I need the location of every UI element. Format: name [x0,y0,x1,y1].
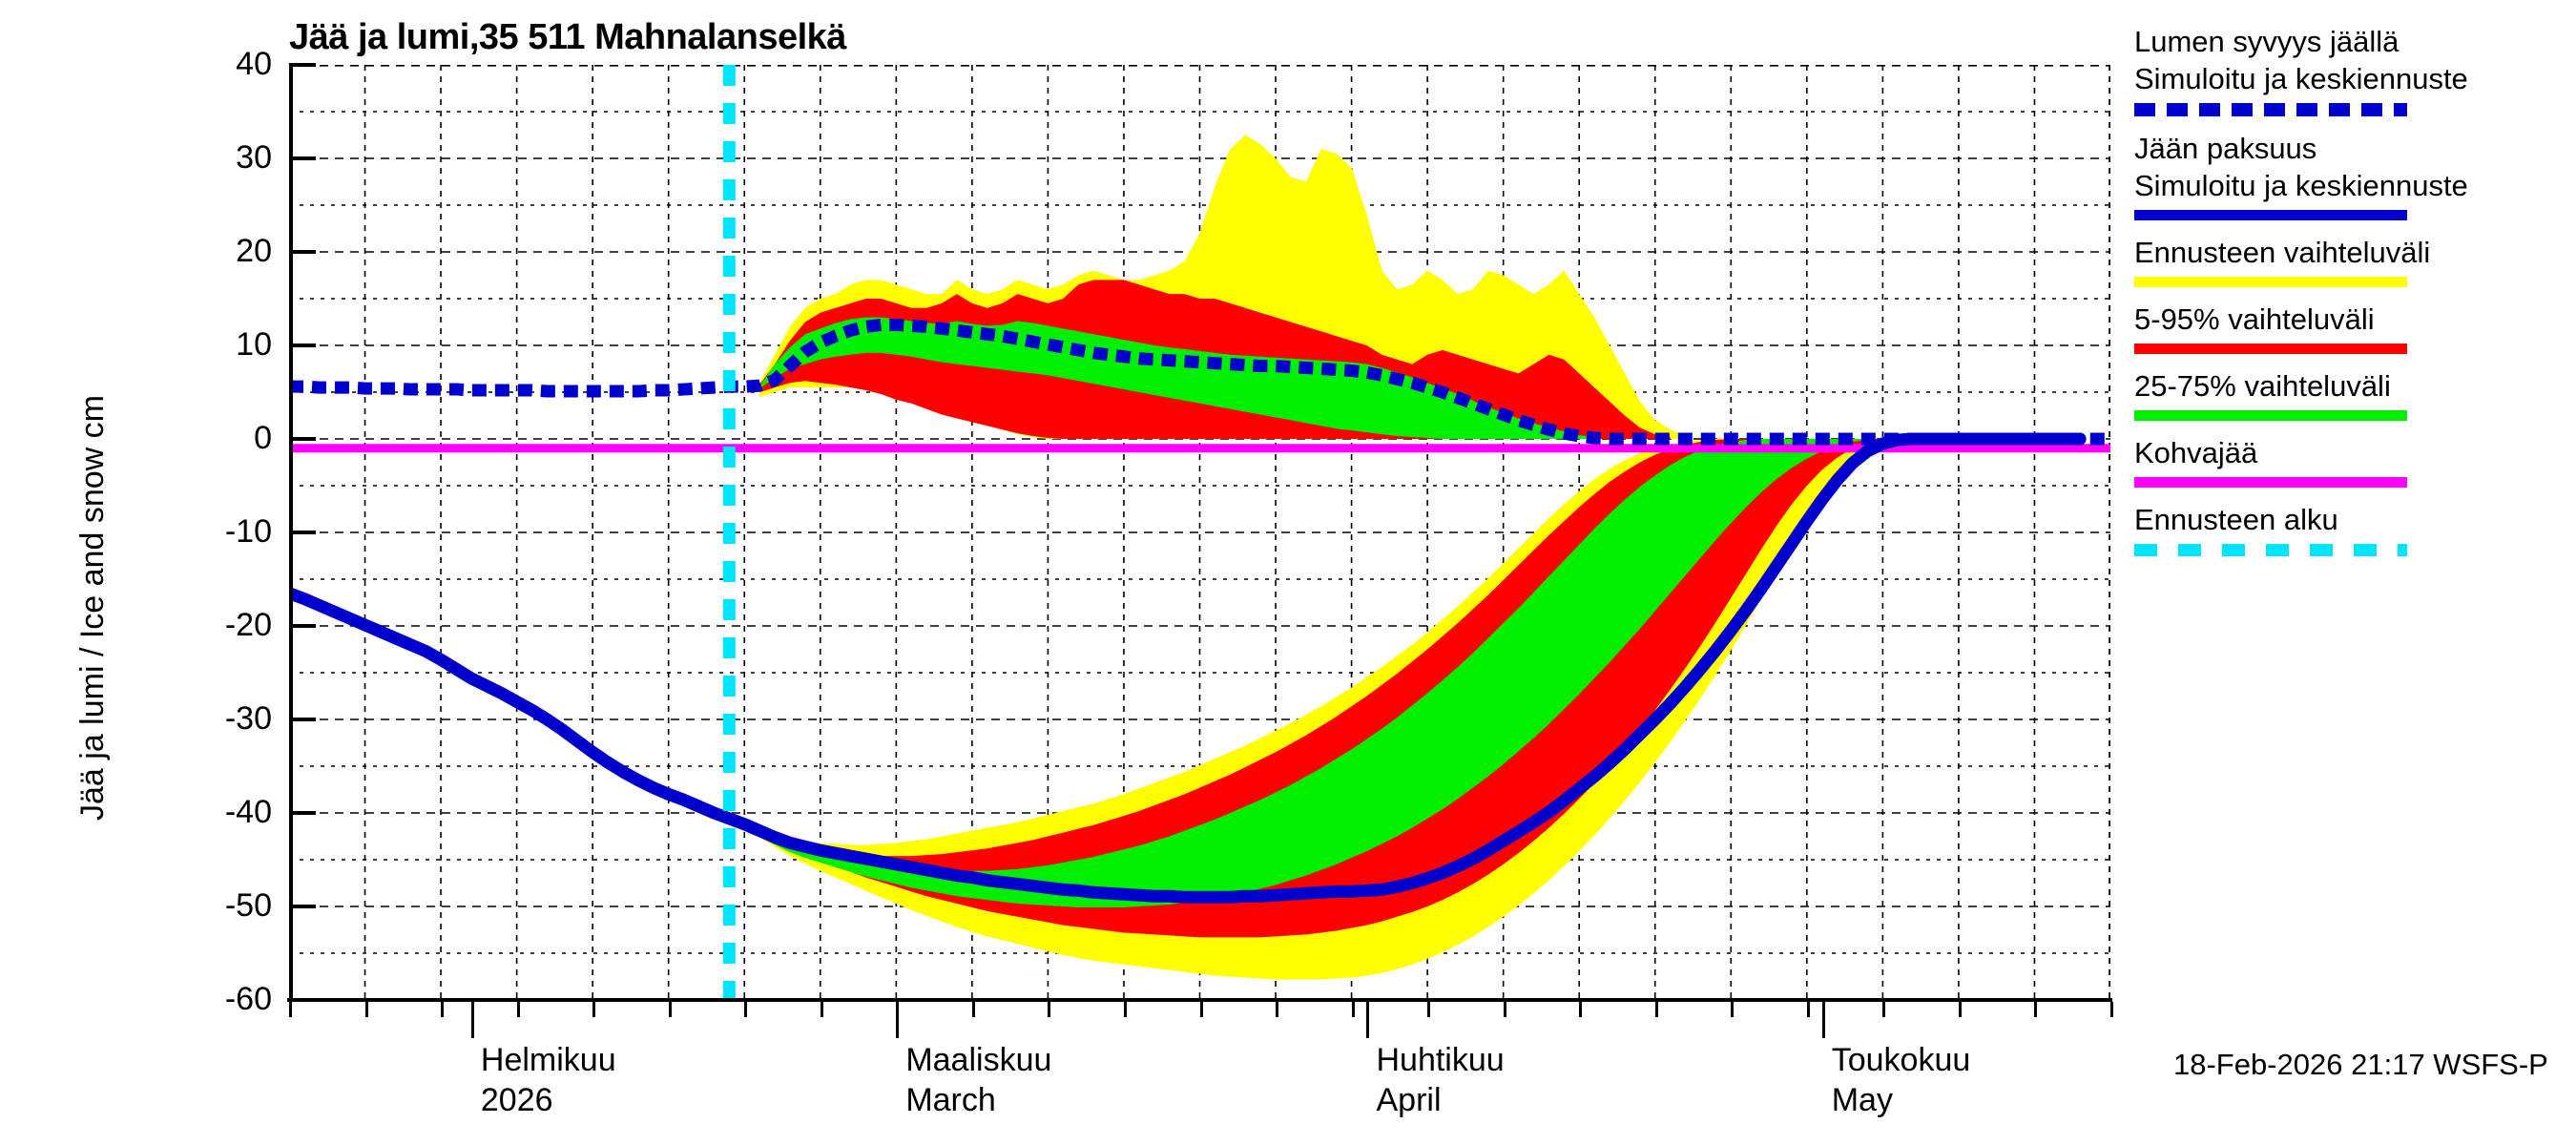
x-tick-minor [2034,1002,2038,1017]
legend-label-primary: 25-75% vaihteluväli [2134,369,2391,403]
y-tick-label: 20 [236,233,272,269]
y-tick-mark [289,250,316,254]
x-axis-line [287,998,2112,1002]
x-tick-minor [516,1002,520,1017]
y-tick-mark [289,437,316,441]
x-tick-major [1821,1002,1825,1038]
x-tick-minor [441,1002,445,1017]
x-tick-minor [1199,1002,1203,1017]
x-tick-minor [1276,1002,1279,1017]
y-tick-label: -40 [224,794,272,830]
legend-label-secondary: Simuloitu ja keskiennuste [2134,169,2468,202]
x-tick-minor [2110,1002,2113,1017]
x-tick-minor [1731,1002,1735,1017]
y-tick-mark [289,156,316,160]
x-tick-minor [1958,1002,1962,1017]
x-tick-minor [1882,1002,1886,1017]
y-axis-title: Jää ja lumi / Ice and snow cm [74,395,111,821]
x-tick-minor [820,1002,823,1017]
legend-item[interactable]: Lumen syvyys jäällä Simuloitu ja keskienn… [2134,23,2573,116]
x-tick-minor [364,1002,368,1017]
x-label-fi: Huhtikuu [1376,1042,1505,1078]
legend-label-primary: Kohvajää [2134,436,2258,469]
y-tick-label: 30 [236,139,272,176]
x-label-fi: Toukokuu [1831,1042,1971,1078]
legend-item[interactable]: Kohvajää [2134,434,2573,488]
legend-swatch [2134,210,2407,220]
y-tick-mark [289,344,316,347]
x-tick-minor [1427,1002,1431,1017]
x-label-en: May [1831,1082,1893,1118]
legend-item[interactable]: Jään paksuus Simuloitu ja keskiennuste [2134,130,2573,220]
x-tick-minor [1351,1002,1355,1017]
x-tick-minor [1123,1002,1127,1017]
x-axis-month-label: Helmikuu 2026 [481,1040,616,1120]
chart-canvas [289,65,2110,1000]
y-tick-mark [289,531,316,534]
x-tick-minor [668,1002,672,1017]
chart-legend: Lumen syvyys jäällä Simuloitu ja keskienn… [2134,23,2573,570]
x-tick-minor [1503,1002,1506,1017]
legend-label-primary: Jään paksuus [2134,132,2317,165]
y-tick-label: 40 [236,46,272,82]
legend-label-primary: Lumen syvyys jäällä [2134,25,2399,58]
legend-label-primary: 5-95% vaihteluväli [2134,302,2375,336]
x-tick-minor [1654,1002,1658,1017]
x-tick-major [1366,1002,1370,1038]
x-label-en: 2026 [480,1082,553,1118]
legend-label-primary: Ennusteen vaihteluväli [2134,236,2431,269]
y-tick-label: -60 [224,981,272,1017]
legend-item[interactable]: 25-75% vaihteluväli [2134,367,2573,421]
x-tick-minor [592,1002,596,1017]
y-tick-label: 0 [254,420,272,456]
legend-item[interactable]: Ennusteen alku [2134,501,2573,556]
legend-swatch [2134,544,2407,556]
y-tick-label: 10 [236,326,272,363]
legend-swatch [2134,344,2407,354]
legend-swatch [2134,277,2407,287]
y-tick-mark [289,718,316,721]
x-tick-minor [1579,1002,1583,1017]
legend-item[interactable]: 5-95% vaihteluväli [2134,301,2573,354]
x-label-fi: Helmikuu [480,1042,616,1078]
x-tick-minor [744,1002,748,1017]
y-tick-mark [289,811,316,815]
y-tick-label: -20 [224,607,272,643]
y-tick-mark [289,998,316,1002]
legend-label-primary: Ennusteen alku [2134,503,2338,536]
x-tick-minor [1048,1002,1051,1017]
page-title: Jää ja lumi,35 511 Mahnalanselkä [289,17,846,57]
y-tick-mark [289,624,316,628]
legend-swatch [2134,477,2407,488]
y-tick-label: -10 [224,513,272,550]
x-axis-month-label: Huhtikuu April [1376,1040,1504,1120]
legend-swatch [2134,410,2407,421]
y-tick-label: -30 [224,700,272,737]
x-label-en: March [905,1082,996,1118]
plot-area [289,65,2110,1000]
y-tick-mark [289,63,316,67]
timestamp-footer: 18-Feb-2026 21:17 WSFS-P [2173,1048,2548,1081]
x-label-en: April [1376,1082,1442,1118]
x-axis-month-label: Maaliskuu March [905,1040,1051,1120]
x-tick-minor [971,1002,975,1017]
x-tick-minor [1806,1002,1810,1017]
legend-label-secondary: Simuloitu ja keskiennuste [2134,62,2468,95]
legend-item[interactable]: Ennusteen vaihteluväli [2134,234,2573,287]
y-tick-mark [289,905,316,908]
legend-swatch [2134,103,2407,116]
x-tick-major [470,1002,474,1038]
x-label-fi: Maaliskuu [905,1042,1052,1078]
y-tick-label: -50 [224,887,272,924]
x-tick-major [896,1002,900,1038]
x-tick-minor [289,1002,292,1017]
x-axis-month-label: Toukokuu May [1832,1040,1971,1120]
